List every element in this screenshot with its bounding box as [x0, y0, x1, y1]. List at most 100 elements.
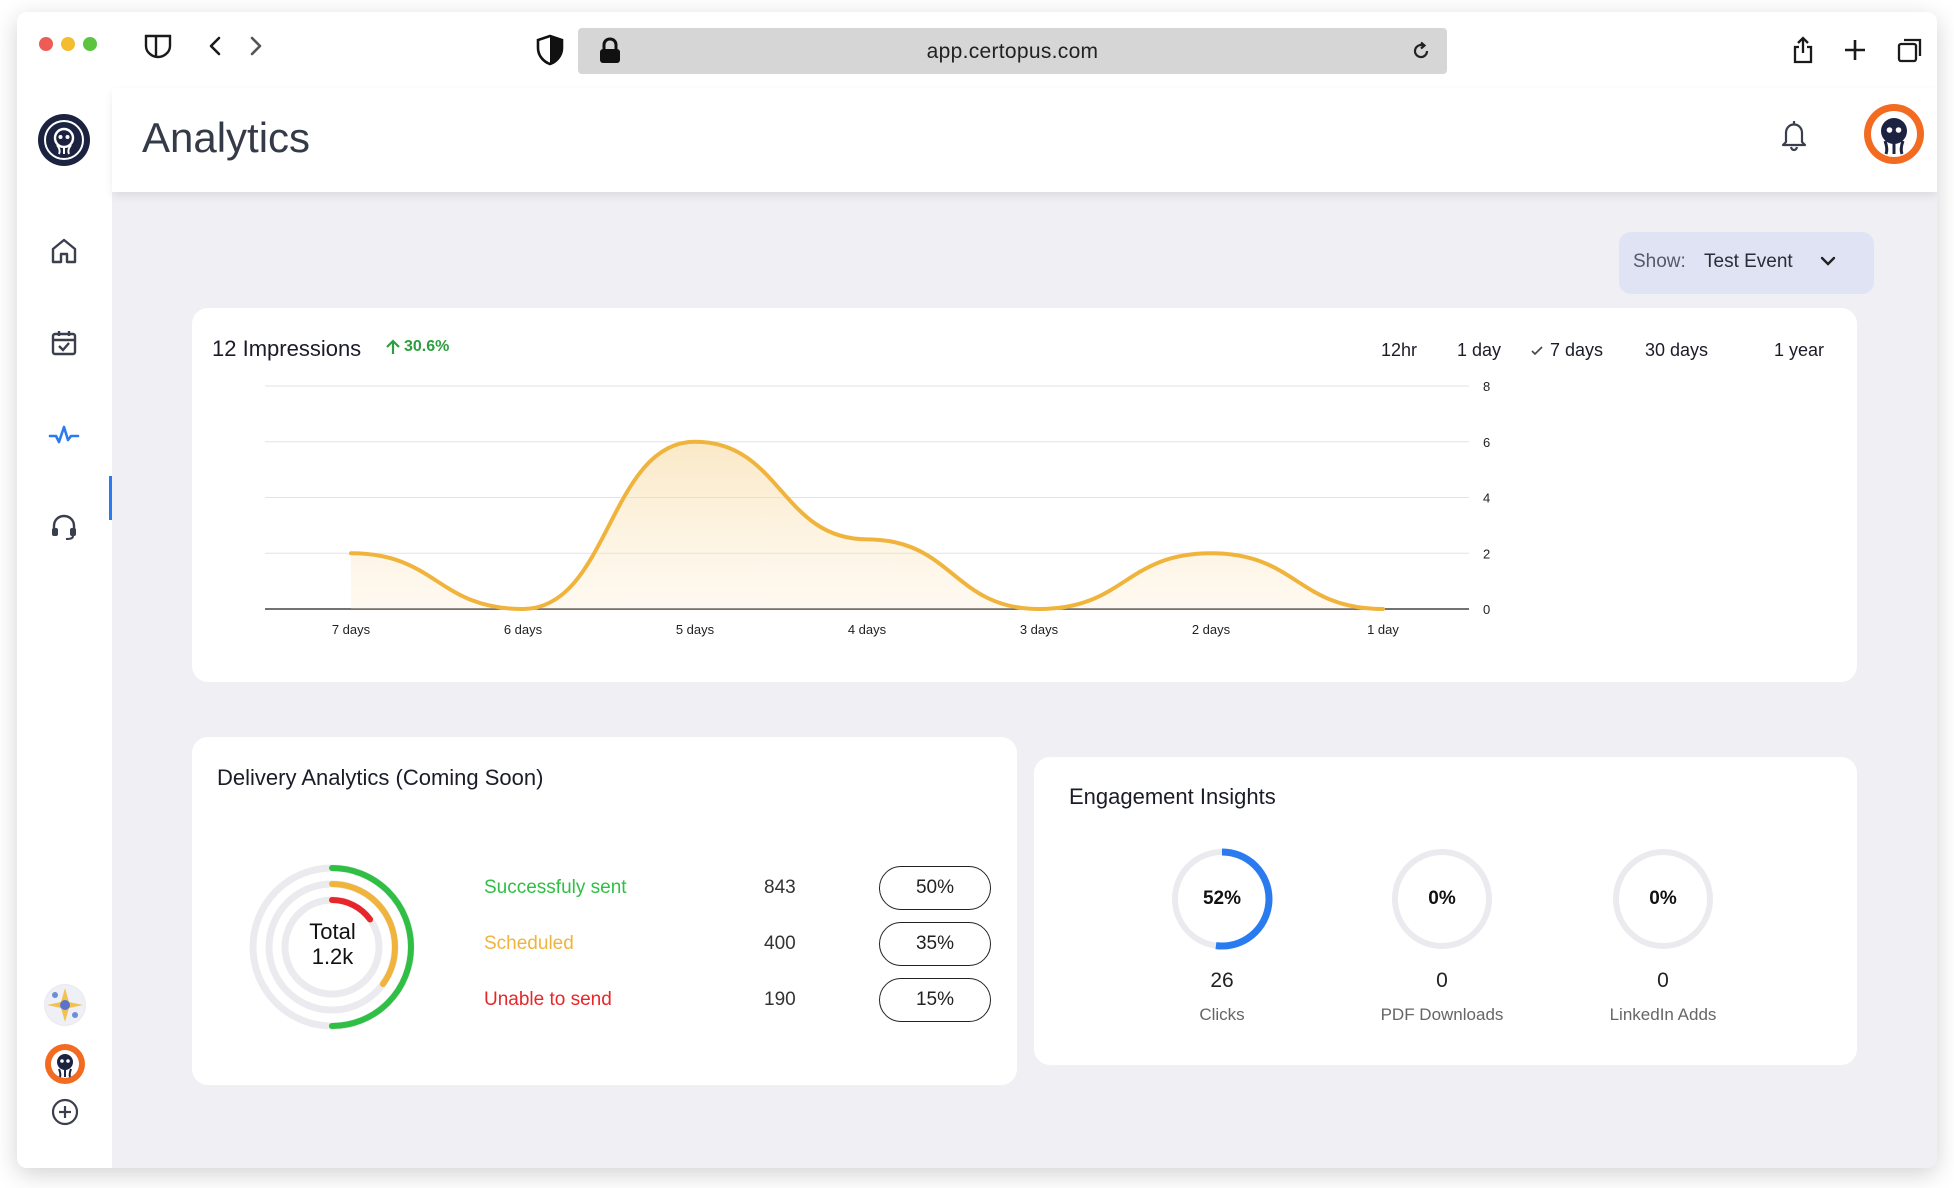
- legend-failed-count: 190: [764, 989, 796, 1010]
- ring-track: [1613, 849, 1713, 949]
- back-icon[interactable]: [195, 26, 235, 66]
- linkedin-adds-ring: [1613, 849, 1713, 949]
- ring-track: [1392, 849, 1492, 949]
- x-tick-label: 7 days: [332, 622, 371, 637]
- delivery-ring-chart: [249, 864, 415, 1030]
- sidebar-toggle-icon[interactable]: [138, 26, 178, 66]
- ring-arc-0: [250, 865, 414, 1029]
- event-filter-select[interactable]: Show: Test Event: [1619, 232, 1874, 294]
- home-icon: [51, 238, 77, 264]
- range-1-year[interactable]: 1 year: [1774, 340, 1825, 360]
- octopus-avatar-icon: [51, 1050, 79, 1078]
- total-label: Total: [309, 919, 356, 944]
- active-indicator: [109, 476, 112, 520]
- trend-value: 30.6%: [404, 338, 450, 355]
- pdf-downloads-percent: 0%: [1428, 888, 1456, 909]
- arrow-up-icon: [386, 339, 400, 354]
- workspace-logo-icon: [45, 985, 85, 1025]
- linkedin-adds-label: LinkedIn Adds: [1609, 1005, 1717, 1024]
- account-avatar[interactable]: [45, 1044, 85, 1084]
- delivery-title: Delivery Analytics (Coming Soon): [217, 765, 544, 790]
- legend-scheduled-percent: 35%: [879, 922, 991, 966]
- new-tab-icon[interactable]: [1835, 30, 1875, 70]
- notifications-button[interactable]: [1779, 118, 1809, 157]
- pdf-downloads-ring: [1392, 849, 1492, 949]
- ring-progress: [1171, 848, 1273, 950]
- y-tick-label: 2: [1483, 546, 1490, 561]
- bell-icon: [1781, 121, 1807, 152]
- x-tick-label: 3 days: [1020, 622, 1059, 637]
- browser-toolbar: app.certopus.com: [17, 12, 1937, 88]
- x-tick-label: 4 days: [848, 622, 887, 637]
- impressions-trend: 30.6%: [385, 338, 449, 356]
- add-workspace-button[interactable]: [49, 1096, 81, 1133]
- clicks-percent: 52%: [1202, 888, 1242, 909]
- main-content: Show: Test Event 12 Impressions 30.6% 12…: [112, 192, 1937, 1168]
- chevron-down-icon: [1820, 256, 1836, 266]
- y-tick-label: 8: [1483, 379, 1490, 394]
- legend-scheduled-label: Scheduled: [484, 933, 574, 954]
- tab-overview-icon[interactable]: [1890, 30, 1930, 70]
- filter-value: Test Event: [1704, 251, 1793, 272]
- zoom-window-button[interactable]: [83, 37, 97, 51]
- legend-sent-label: Successfuly sent: [484, 877, 627, 898]
- ring-arc-2: [282, 897, 382, 997]
- impressions-card: 12 Impressions 30.6% 12hr 1 day 7 days 3…: [192, 308, 1857, 682]
- sidebar-item-events[interactable]: [39, 318, 89, 368]
- impressions-area-chart: 8 6 4 2 0 7 days 6 days 5 days 4 days 3 days 2 day…: [265, 379, 1490, 637]
- sidebar-item-analytics[interactable]: [39, 410, 89, 460]
- lock-icon: [598, 37, 622, 70]
- activity-icon: [48, 425, 80, 444]
- x-tick-label: 1 day: [1367, 622, 1399, 637]
- share-icon[interactable]: [1783, 30, 1823, 70]
- range-12hr[interactable]: 12hr: [1381, 340, 1418, 360]
- legend-failed-label: Unable to send: [484, 989, 612, 1010]
- linkedin-adds-percent: 0%: [1649, 888, 1677, 909]
- pdf-downloads-label: PDF Downloads: [1380, 1005, 1504, 1024]
- filter-label: Show:: [1633, 251, 1686, 272]
- clicks-ring: [1171, 848, 1273, 950]
- clicks-count: 26: [1210, 969, 1234, 992]
- legend-failed-percent: 15%: [879, 978, 991, 1022]
- forward-icon[interactable]: [236, 26, 276, 66]
- brand-logo[interactable]: [38, 114, 90, 166]
- page-title: Analytics: [142, 114, 311, 161]
- page-header: Analytics: [112, 88, 1937, 192]
- privacy-shield-icon[interactable]: [530, 30, 570, 70]
- x-tick-label: 5 days: [676, 622, 715, 637]
- engagement-insights-card: Engagement Insights 52% 26 Clicks 0% 0 P…: [1034, 757, 1857, 1065]
- sidebar-item-home[interactable]: [39, 226, 89, 276]
- plus-circle-icon: [51, 1098, 79, 1126]
- x-tick-label: 2 days: [1192, 622, 1231, 637]
- sidebar-item-support[interactable]: [39, 502, 89, 552]
- range-1-day[interactable]: 1 day: [1457, 340, 1502, 360]
- impressions-title: 12 Impressions: [212, 336, 362, 361]
- ring-arc-1: [266, 881, 398, 1013]
- check-icon: [1531, 345, 1543, 355]
- y-tick-label: 6: [1483, 435, 1490, 450]
- x-tick-label: 6 days: [504, 622, 543, 637]
- headset-icon: [52, 514, 76, 540]
- y-tick-label: 0: [1483, 602, 1490, 617]
- linkedin-adds-count: 0: [1657, 969, 1669, 992]
- legend-scheduled-count: 400: [764, 933, 796, 954]
- sidebar: [17, 88, 112, 1168]
- browser-window: app.certopus.com: [17, 12, 1937, 1168]
- address-bar[interactable]: app.certopus.com: [578, 28, 1447, 74]
- pdf-downloads-count: 0: [1436, 969, 1448, 992]
- impressions-line: [349, 439, 1385, 612]
- octopus-logo-icon: [44, 120, 84, 160]
- delivery-analytics-card: Delivery Analytics (Coming Soon) Total 1…: [192, 737, 1017, 1085]
- legend-sent-count: 843: [764, 877, 796, 898]
- range-7-days-label: 7 days: [1550, 340, 1604, 360]
- delivery-total: Total 1.2k: [275, 919, 390, 969]
- range-7-days[interactable]: 7 days: [1530, 340, 1603, 361]
- user-avatar[interactable]: [1864, 104, 1924, 164]
- minimize-window-button[interactable]: [61, 37, 75, 51]
- reload-icon[interactable]: [1411, 41, 1431, 66]
- range-30-days[interactable]: 30 days: [1645, 340, 1709, 360]
- engagement-title: Engagement Insights: [1069, 784, 1276, 809]
- workspace-avatar[interactable]: [44, 984, 86, 1026]
- octopus-avatar-icon: [1871, 111, 1917, 157]
- close-window-button[interactable]: [39, 37, 53, 51]
